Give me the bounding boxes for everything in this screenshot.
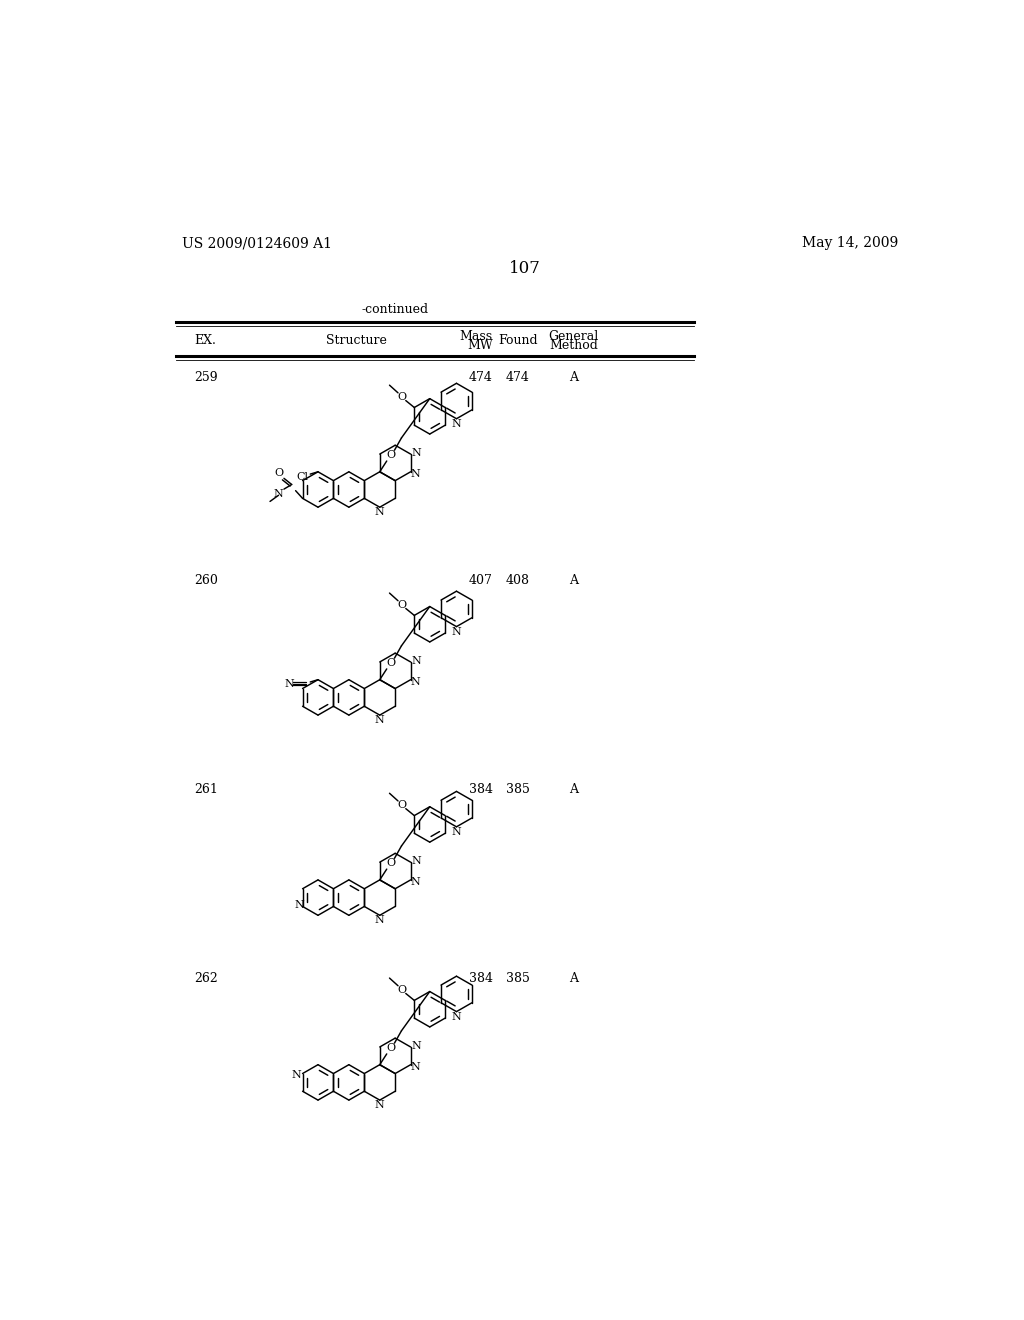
Text: N: N bbox=[452, 828, 462, 837]
Text: US 2009/0124609 A1: US 2009/0124609 A1 bbox=[182, 236, 332, 249]
Text: N: N bbox=[411, 878, 420, 887]
Text: N: N bbox=[412, 656, 421, 667]
Text: O: O bbox=[386, 858, 395, 869]
Text: N: N bbox=[295, 900, 304, 909]
Text: 260: 260 bbox=[194, 574, 218, 587]
Text: 385: 385 bbox=[506, 972, 529, 985]
Text: 408: 408 bbox=[506, 574, 529, 587]
Text: 385: 385 bbox=[506, 783, 529, 796]
Text: N: N bbox=[374, 915, 384, 925]
Text: N: N bbox=[411, 1063, 420, 1072]
Text: General: General bbox=[549, 330, 599, 343]
Text: MW: MW bbox=[468, 339, 494, 352]
Text: N: N bbox=[412, 857, 421, 866]
Text: O: O bbox=[397, 599, 407, 610]
Text: EX.: EX. bbox=[194, 334, 216, 347]
Text: N: N bbox=[411, 469, 420, 479]
Text: O: O bbox=[386, 1043, 395, 1053]
Text: 261: 261 bbox=[194, 783, 218, 796]
Text: N: N bbox=[292, 1071, 301, 1080]
Text: O: O bbox=[386, 450, 395, 459]
Text: O: O bbox=[386, 657, 395, 668]
Text: N: N bbox=[374, 714, 384, 725]
Text: 384: 384 bbox=[469, 972, 493, 985]
Text: N: N bbox=[412, 1041, 421, 1051]
Text: -continued: -continued bbox=[361, 302, 429, 315]
Text: O: O bbox=[397, 985, 407, 994]
Text: N: N bbox=[411, 677, 420, 686]
Text: N: N bbox=[452, 420, 462, 429]
Text: N: N bbox=[452, 627, 462, 638]
Text: Structure: Structure bbox=[327, 334, 387, 347]
Text: N: N bbox=[374, 507, 384, 517]
Text: Mass: Mass bbox=[459, 330, 493, 343]
Text: 107: 107 bbox=[509, 260, 541, 277]
Text: May 14, 2009: May 14, 2009 bbox=[802, 236, 898, 249]
Text: A: A bbox=[569, 574, 579, 587]
Text: 262: 262 bbox=[194, 972, 218, 985]
Text: O: O bbox=[397, 392, 407, 401]
Text: A: A bbox=[569, 783, 579, 796]
Text: Found: Found bbox=[498, 334, 538, 347]
Text: 474: 474 bbox=[469, 371, 493, 384]
Text: N: N bbox=[285, 678, 294, 689]
Text: 474: 474 bbox=[506, 371, 529, 384]
Text: Cl: Cl bbox=[297, 473, 308, 482]
Text: O: O bbox=[274, 469, 283, 478]
Text: N: N bbox=[374, 1100, 384, 1110]
Text: 259: 259 bbox=[194, 371, 217, 384]
Text: A: A bbox=[569, 972, 579, 985]
Text: A: A bbox=[569, 371, 579, 384]
Text: 384: 384 bbox=[469, 783, 493, 796]
Text: Method: Method bbox=[549, 339, 598, 352]
Text: 407: 407 bbox=[469, 574, 493, 587]
Text: N: N bbox=[412, 449, 421, 458]
Text: N: N bbox=[452, 1012, 462, 1022]
Text: N: N bbox=[273, 488, 284, 499]
Text: O: O bbox=[397, 800, 407, 809]
